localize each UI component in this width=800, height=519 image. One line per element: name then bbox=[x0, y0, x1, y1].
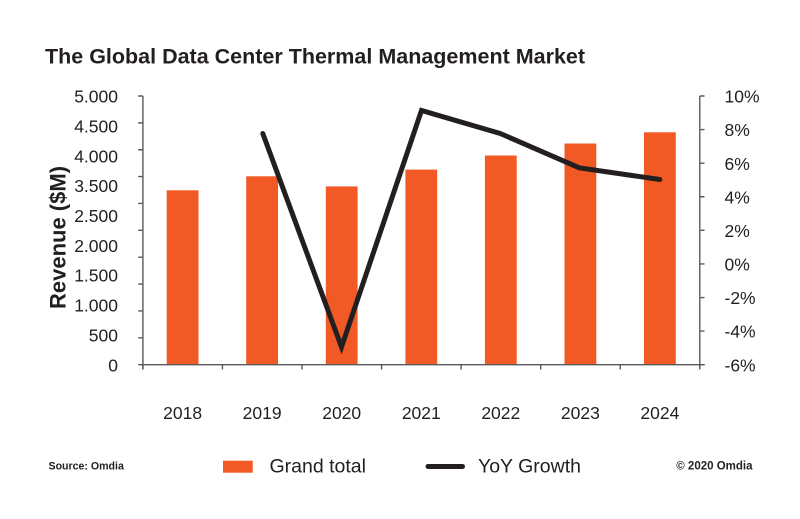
svg-text:0%: 0% bbox=[725, 255, 750, 275]
svg-text:2%: 2% bbox=[725, 221, 750, 241]
svg-text:3.500: 3.500 bbox=[74, 176, 118, 196]
svg-text:2.000: 2.000 bbox=[74, 236, 118, 256]
svg-text:6%: 6% bbox=[725, 154, 750, 174]
svg-text:4%: 4% bbox=[725, 187, 750, 207]
svg-text:5.000: 5.000 bbox=[74, 87, 118, 107]
svg-text:-6%: -6% bbox=[725, 355, 756, 375]
svg-text:Grand total: Grand total bbox=[270, 456, 366, 478]
svg-text:-2%: -2% bbox=[725, 288, 756, 308]
svg-text:The Global Data Center Thermal: The Global Data Center Thermal Managemen… bbox=[45, 44, 585, 68]
svg-text:-4%: -4% bbox=[725, 322, 756, 342]
svg-text:© 2020 Omdia: © 2020 Omdia bbox=[676, 461, 753, 473]
svg-text:2024: 2024 bbox=[640, 403, 679, 423]
svg-text:1.500: 1.500 bbox=[74, 266, 118, 286]
svg-text:1.000: 1.000 bbox=[74, 296, 118, 316]
svg-text:2.500: 2.500 bbox=[74, 206, 118, 226]
svg-text:2020: 2020 bbox=[322, 403, 361, 423]
svg-text:2021: 2021 bbox=[402, 403, 441, 423]
svg-text:0: 0 bbox=[108, 355, 118, 375]
svg-text:YoY Growth: YoY Growth bbox=[478, 456, 581, 478]
svg-text:2023: 2023 bbox=[561, 403, 600, 423]
svg-text:500: 500 bbox=[89, 325, 118, 345]
svg-text:4.500: 4.500 bbox=[74, 117, 118, 137]
svg-text:4.000: 4.000 bbox=[74, 146, 118, 166]
svg-text:2018: 2018 bbox=[163, 403, 202, 423]
svg-text:2019: 2019 bbox=[243, 403, 282, 423]
svg-text:10%: 10% bbox=[725, 87, 760, 107]
svg-text:Source: Omdia: Source: Omdia bbox=[49, 461, 124, 473]
svg-text:2022: 2022 bbox=[481, 403, 520, 423]
svg-text:Revenue ($M): Revenue ($M) bbox=[46, 166, 71, 309]
svg-text:8%: 8% bbox=[725, 120, 750, 140]
